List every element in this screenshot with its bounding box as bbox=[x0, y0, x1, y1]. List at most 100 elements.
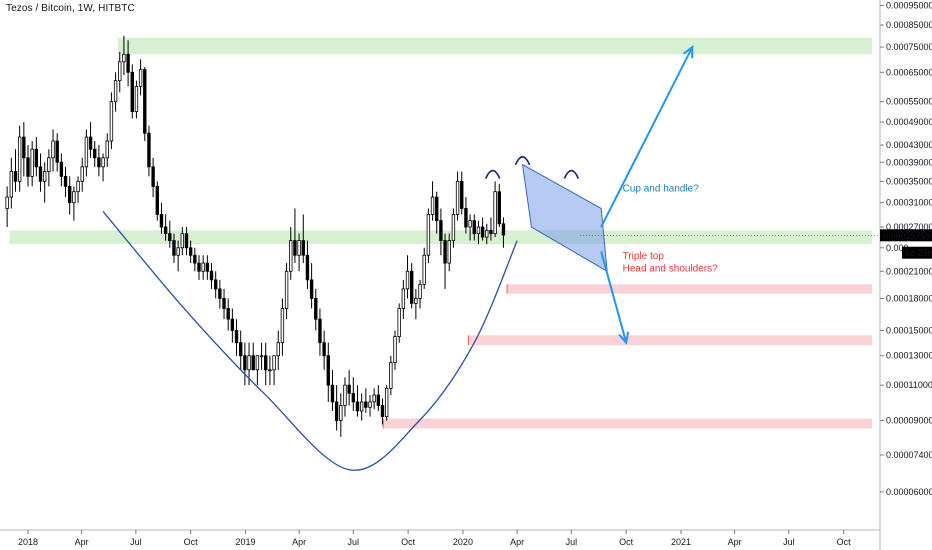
y-tick-label-10: 0.00027000 bbox=[886, 222, 932, 232]
candle-body-89 bbox=[376, 394, 381, 406]
y-tick-label-12: 0.00021000 bbox=[886, 266, 932, 276]
x-tick-label-2: Jul bbox=[130, 537, 142, 547]
candle-body-74 bbox=[314, 298, 318, 320]
candle-body-8 bbox=[38, 166, 43, 182]
candle-body-9 bbox=[42, 171, 47, 182]
candle-body-37 bbox=[159, 214, 164, 228]
candle-body-41 bbox=[176, 247, 180, 256]
candle-body-48 bbox=[205, 262, 210, 272]
y-tick-label-5: 0.00049000 bbox=[886, 117, 932, 127]
candle-body-14 bbox=[63, 175, 68, 187]
resistance-zone-2 bbox=[507, 284, 872, 294]
candle-body-90 bbox=[380, 405, 385, 418]
candle-body-5 bbox=[26, 157, 30, 177]
candle-body-82 bbox=[347, 384, 351, 394]
candle-body-87 bbox=[368, 401, 372, 408]
candle-body-60 bbox=[255, 355, 260, 371]
support-zone-0 bbox=[117, 37, 872, 55]
candle-body-54 bbox=[230, 318, 235, 331]
candle-body-107 bbox=[451, 214, 456, 241]
candle-body-88 bbox=[372, 394, 376, 403]
annotation-1: Triple top bbox=[623, 251, 665, 262]
candle-body-46 bbox=[197, 262, 201, 272]
y-tick-label-1: 0.00085000 bbox=[886, 20, 932, 30]
x-tick-label-8: 2020 bbox=[453, 537, 473, 547]
candle-body-96 bbox=[405, 270, 410, 290]
y-tick-label-7: 0.00039000 bbox=[886, 157, 932, 167]
candle-body-30 bbox=[130, 71, 134, 113]
candle-body-63 bbox=[268, 369, 272, 372]
y-tick-label-8: 0.00035000 bbox=[886, 176, 932, 186]
candle-body-117 bbox=[493, 191, 497, 235]
candle-body-33 bbox=[143, 69, 147, 134]
arrow-head-1 bbox=[618, 331, 630, 345]
candle-body-101 bbox=[426, 214, 431, 256]
candle-body-114 bbox=[480, 226, 485, 238]
candle-body-118 bbox=[497, 191, 501, 225]
candle-body-80 bbox=[339, 405, 343, 421]
candle-body-4 bbox=[22, 136, 26, 159]
candle-body-0 bbox=[5, 196, 9, 209]
current-price-tag bbox=[880, 229, 932, 242]
x-tick-label-0: 2018 bbox=[18, 537, 38, 547]
arrow-head-0 bbox=[682, 45, 694, 59]
y-tick-label-2: 0.00075000 bbox=[886, 42, 932, 52]
candle-body-76 bbox=[322, 342, 326, 357]
candle-body-58 bbox=[247, 355, 251, 371]
y-tick-label-14: 0.00015000 bbox=[886, 326, 932, 336]
x-tick-label-15: Oct bbox=[837, 537, 852, 547]
y-tick-label-11: 0.000 bbox=[886, 243, 909, 253]
candle-body-64 bbox=[272, 355, 276, 371]
candle-body-55 bbox=[234, 330, 239, 344]
candle-body-116 bbox=[489, 229, 493, 235]
candle-body-98 bbox=[414, 298, 418, 304]
head-mark-0 bbox=[484, 169, 501, 179]
candle-body-109 bbox=[460, 180, 464, 209]
candle-body-73 bbox=[309, 279, 314, 299]
candle-body-70 bbox=[297, 240, 301, 256]
y-tick-label-15: 0.00013000 bbox=[886, 351, 932, 361]
candle-body-24 bbox=[105, 140, 109, 159]
candle-body-44 bbox=[188, 247, 193, 256]
candle-body-108 bbox=[455, 180, 460, 215]
candle-body-32 bbox=[138, 69, 143, 87]
candle-body-34 bbox=[147, 132, 151, 168]
candles-layer bbox=[5, 35, 506, 437]
arrow-line-1 bbox=[600, 251, 628, 343]
head-mark-1 bbox=[514, 156, 531, 166]
candle-body-67 bbox=[284, 270, 289, 309]
candle-body-110 bbox=[464, 208, 468, 228]
countdown-label: 6d 23h bbox=[905, 248, 932, 258]
candle-body-68 bbox=[289, 240, 293, 272]
candle-body-31 bbox=[134, 86, 139, 113]
y-tick-label-19: 0.00006000 bbox=[886, 487, 932, 497]
cup-curve bbox=[102, 211, 518, 471]
x-tick-label-5: Apr bbox=[292, 537, 306, 547]
candle-body-42 bbox=[180, 233, 185, 249]
candle-body-78 bbox=[330, 384, 335, 403]
candle-body-49 bbox=[209, 270, 214, 281]
resistance-zone-3 bbox=[468, 335, 872, 346]
candle-body-65 bbox=[276, 342, 280, 357]
candle-body-75 bbox=[318, 318, 322, 344]
candle-body-79 bbox=[334, 401, 339, 421]
candle-body-119 bbox=[501, 223, 506, 236]
x-tick-label-4: 2019 bbox=[235, 537, 255, 547]
candle-body-13 bbox=[59, 161, 64, 177]
candle-body-53 bbox=[226, 308, 230, 320]
candle-body-69 bbox=[293, 240, 297, 256]
candle-body-85 bbox=[359, 401, 364, 412]
candle-body-23 bbox=[101, 157, 105, 168]
candle-body-10 bbox=[47, 157, 51, 172]
candle-body-1 bbox=[9, 171, 14, 198]
annotation-0: Cup and handle? bbox=[623, 184, 700, 195]
candle-body-77 bbox=[326, 355, 330, 386]
candle-body-86 bbox=[364, 401, 368, 408]
x-tick-label-11: Oct bbox=[619, 537, 634, 547]
chart-title: Tezos / Bitcoin, 1W, HITBTC bbox=[6, 3, 135, 14]
candle-body-16 bbox=[72, 191, 76, 204]
candle-body-66 bbox=[280, 308, 285, 344]
head-mark-2 bbox=[563, 169, 580, 179]
candle-body-112 bbox=[472, 220, 476, 235]
